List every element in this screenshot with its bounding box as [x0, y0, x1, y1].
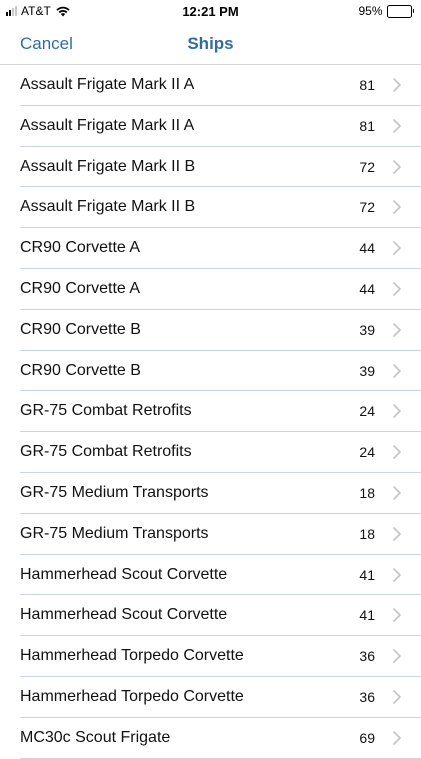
chevron-right-icon: [393, 322, 401, 337]
chevron-right-icon: [393, 159, 401, 174]
status-bar: AT&T 12:21 PM 95%: [0, 0, 421, 22]
list-item[interactable]: GR-75 Combat Retrofits 24: [0, 432, 421, 473]
ship-count: 36: [359, 648, 375, 665]
ship-count: 44: [359, 240, 375, 257]
ship-count: 24: [359, 444, 375, 461]
list-item[interactable]: CR90 Corvette B 39: [0, 310, 421, 351]
list-item[interactable]: Hammerhead Torpedo Corvette 36: [0, 677, 421, 718]
ship-name: Hammerhead Torpedo Corvette: [20, 687, 244, 705]
battery-icon: [386, 4, 414, 18]
ship-name: CR90 Corvette A: [20, 239, 141, 257]
ship-count: 72: [359, 199, 375, 216]
chevron-right-icon: [393, 78, 401, 92]
chevron-right-icon: [393, 649, 401, 663]
ship-name: MC30c Scout Frigate: [20, 728, 171, 746]
ship-count: 39: [359, 321, 375, 338]
ship-count: 44: [359, 280, 375, 297]
chevron-right-icon: [393, 567, 401, 582]
ship-count: 41: [359, 566, 375, 583]
list-item[interactable]: MC30c Scout Frigate 69: [0, 718, 421, 759]
chevron-right-icon: [393, 282, 401, 296]
list-item[interactable]: CR90 Corvette B 39: [0, 351, 421, 392]
ship-name: Hammerhead Torpedo Corvette: [20, 647, 244, 665]
ship-name: CR90 Corvette B: [20, 320, 141, 338]
wifi-icon: [56, 6, 70, 16]
chevron-right-icon: [393, 404, 401, 419]
status-left: AT&T: [6, 4, 70, 18]
list-item[interactable]: Assault Frigate Mark II B 72: [0, 187, 421, 228]
chevron-right-icon: [393, 608, 401, 623]
ship-count: 18: [359, 484, 375, 501]
ship-name: GR-75 Combat Retrofits: [20, 402, 192, 420]
chevron-right-icon: [393, 241, 401, 255]
ship-count: 81: [359, 77, 375, 93]
list-item[interactable]: GR-75 Medium Transports 18: [0, 514, 421, 555]
chevron-right-icon: [393, 445, 401, 459]
ship-count: 18: [359, 525, 375, 542]
ship-count: 41: [359, 607, 375, 624]
list-item[interactable]: Hammerhead Torpedo Corvette 36: [0, 636, 421, 677]
list-item[interactable]: CR90 Corvette A 44: [0, 269, 421, 310]
ship-name: GR-75 Medium Transports: [20, 524, 209, 542]
ship-name: Assault Frigate Mark II A: [20, 76, 195, 93]
chevron-right-icon: [393, 730, 401, 745]
list-item[interactable]: Hammerhead Scout Corvette 41: [0, 555, 421, 596]
ship-count: 81: [359, 117, 375, 134]
ship-count: 72: [359, 158, 375, 175]
status-right: 95%: [358, 4, 414, 18]
navigation-bar: Cancel Ships: [0, 22, 421, 65]
chevron-right-icon: [393, 526, 401, 541]
chevron-right-icon: [393, 690, 401, 704]
ship-count: 36: [359, 688, 375, 705]
chevron-right-icon: [393, 118, 401, 133]
signal-icon: [6, 6, 18, 16]
list-item[interactable]: Assault Frigate Mark II B 72: [0, 147, 421, 188]
list-item[interactable]: GR-75 Combat Retrofits 24: [0, 391, 421, 432]
list-item[interactable]: Assault Frigate Mark II A 81: [0, 65, 421, 106]
chevron-right-icon: [393, 486, 401, 500]
chevron-right-icon: [393, 200, 401, 215]
ship-count: 39: [359, 362, 375, 379]
ship-name: CR90 Corvette A: [20, 279, 141, 297]
ship-name: Assault Frigate Mark II A: [20, 116, 195, 134]
ship-name: Assault Frigate Mark II B: [20, 157, 196, 175]
ship-name: GR-75 Combat Retrofits: [20, 443, 192, 461]
list-item[interactable]: Hammerhead Scout Corvette 41: [0, 595, 421, 636]
chevron-right-icon: [393, 363, 401, 378]
carrier-label: AT&T: [21, 4, 51, 18]
list-item[interactable]: CR90 Corvette A 44: [0, 228, 421, 269]
ship-list: Assault Frigate Mark II A 81 Assault Friga…: [0, 65, 421, 759]
ship-name: CR90 Corvette B: [20, 361, 141, 379]
list-item[interactable]: Assault Frigate Mark II A 81: [0, 106, 421, 147]
ship-count: 24: [359, 403, 375, 420]
cancel-button[interactable]: Cancel: [20, 34, 73, 53]
status-time: 12:21 PM: [182, 4, 239, 19]
ship-name: Assault Frigate Mark II B: [20, 198, 196, 216]
ship-name: Hammerhead Scout Corvette: [20, 565, 228, 583]
battery-percent: 95%: [358, 4, 383, 18]
ship-name: GR-75 Medium Transports: [20, 483, 209, 501]
ship-count: 69: [359, 729, 375, 746]
ship-name: Hammerhead Scout Corvette: [20, 606, 228, 624]
list-item[interactable]: GR-75 Medium Transports 18: [0, 473, 421, 514]
